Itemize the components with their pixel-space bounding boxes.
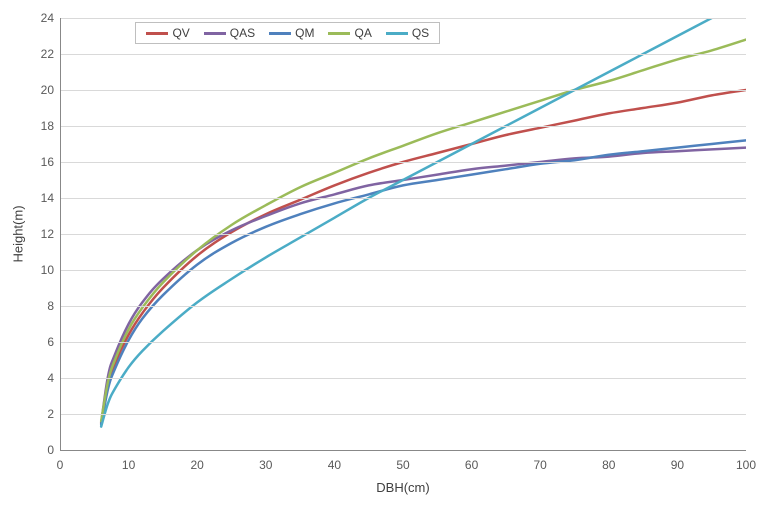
gridline-horizontal <box>60 18 746 19</box>
legend-label: QM <box>295 26 314 40</box>
y-tick-label: 14 <box>30 191 54 205</box>
legend-swatch <box>328 32 350 35</box>
y-tick-label: 2 <box>30 407 54 421</box>
y-tick-label: 24 <box>30 11 54 25</box>
x-tick-label: 80 <box>602 458 615 472</box>
chart-lines-svg <box>0 0 772 513</box>
series-line-qm <box>101 140 746 424</box>
legend: QV QAS QM QA QS <box>135 22 440 44</box>
legend-label: QV <box>172 26 189 40</box>
x-tick-label: 70 <box>534 458 547 472</box>
legend-swatch <box>269 32 291 35</box>
y-tick-label: 10 <box>30 263 54 277</box>
x-tick-label: 100 <box>736 458 756 472</box>
legend-item-qm: QM <box>269 26 314 40</box>
gridline-horizontal <box>60 126 746 127</box>
legend-item-qas: QAS <box>204 26 255 40</box>
y-tick-label: 22 <box>30 47 54 61</box>
gridline-horizontal <box>60 162 746 163</box>
legend-item-qv: QV <box>146 26 189 40</box>
x-tick-label: 10 <box>122 458 135 472</box>
x-tick-label: 40 <box>328 458 341 472</box>
gridline-horizontal <box>60 378 746 379</box>
y-tick-label: 12 <box>30 227 54 241</box>
gridline-horizontal <box>60 198 746 199</box>
legend-swatch <box>386 32 408 35</box>
legend-label: QAS <box>230 26 255 40</box>
legend-item-qs: QS <box>386 26 429 40</box>
x-axis-line <box>60 450 746 451</box>
legend-item-qa: QA <box>328 26 371 40</box>
gridline-horizontal <box>60 414 746 415</box>
x-tick-label: 20 <box>191 458 204 472</box>
series-line-qa <box>101 40 746 422</box>
x-tick-label: 50 <box>396 458 409 472</box>
legend-swatch <box>146 32 168 35</box>
x-tick-label: 30 <box>259 458 272 472</box>
y-tick-label: 4 <box>30 371 54 385</box>
y-tick-label: 8 <box>30 299 54 313</box>
gridline-horizontal <box>60 234 746 235</box>
y-tick-label: 20 <box>30 83 54 97</box>
gridline-horizontal <box>60 306 746 307</box>
gridline-horizontal <box>60 54 746 55</box>
y-tick-label: 6 <box>30 335 54 349</box>
gridline-horizontal <box>60 270 746 271</box>
y-tick-label: 16 <box>30 155 54 169</box>
legend-label: QS <box>412 26 429 40</box>
gridline-horizontal <box>60 90 746 91</box>
y-tick-label: 0 <box>30 443 54 457</box>
x-tick-label: 90 <box>671 458 684 472</box>
series-line-qas <box>101 148 746 423</box>
x-tick-label: 0 <box>57 458 64 472</box>
legend-label: QA <box>354 26 371 40</box>
y-axis-label: Height(m) <box>11 205 26 262</box>
gridline-horizontal <box>60 342 746 343</box>
y-axis-line <box>60 18 61 450</box>
y-tick-label: 18 <box>30 119 54 133</box>
x-tick-label: 60 <box>465 458 478 472</box>
chart-container: QVQASQMQAQS Height(m) DBH(cm) 0246810121… <box>0 0 772 513</box>
series-line-qv <box>101 90 746 423</box>
series-line-qs <box>101 0 746 427</box>
legend-swatch <box>204 32 226 35</box>
x-axis-label: DBH(cm) <box>376 480 429 495</box>
